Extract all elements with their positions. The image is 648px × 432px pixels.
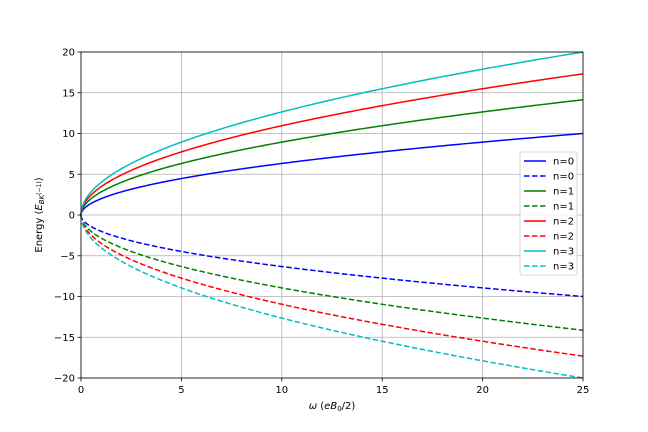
y-tick-label: −10 bbox=[54, 292, 75, 303]
x-axis-title: ω (eB0/2) bbox=[309, 401, 356, 413]
axis-ticks: 0 5 10 15 20 25 −20 −15 −10 −5 0 5 10 15 20 bbox=[54, 48, 589, 397]
x-tick-label: 10 bbox=[275, 385, 288, 396]
series-lines bbox=[80, 51, 584, 379]
legend-label: n=3 bbox=[553, 262, 574, 273]
y-axis-title: Energy (EBK(−1)) bbox=[34, 177, 46, 252]
y-tick-label: 10 bbox=[62, 129, 75, 140]
x-tick-label: 15 bbox=[376, 385, 389, 396]
x-tick-label: 20 bbox=[476, 385, 489, 396]
x-tick-label: 25 bbox=[577, 385, 590, 396]
grid bbox=[80, 51, 584, 379]
x-tick-label: 0 bbox=[78, 385, 84, 396]
series-line-n1-solid bbox=[80, 99, 584, 216]
series-line-n3-dashed bbox=[80, 214, 584, 379]
y-tick-label: −5 bbox=[60, 251, 75, 262]
legend: n=0 n=0 n=1 n=1 n=2 n=2 n=3 n=3 bbox=[519, 151, 578, 276]
series-line-n1-dashed bbox=[80, 214, 584, 331]
legend-box bbox=[519, 151, 578, 276]
legend-label: n=2 bbox=[553, 232, 574, 243]
y-tick-label: −20 bbox=[54, 374, 75, 385]
series-line-n3-solid bbox=[80, 51, 584, 216]
y-tick-label: −15 bbox=[54, 333, 75, 344]
series-line-n0-dashed bbox=[80, 214, 584, 298]
legend-label: n=3 bbox=[553, 247, 574, 258]
y-tick-label: 0 bbox=[69, 211, 75, 222]
series-line-n2-dashed bbox=[80, 214, 584, 357]
y-tick-label: 20 bbox=[62, 48, 75, 59]
series-line-n2-solid bbox=[80, 73, 584, 216]
legend-label: n=1 bbox=[553, 202, 574, 213]
legend-label: n=0 bbox=[553, 157, 574, 168]
legend-label: n=0 bbox=[553, 172, 574, 183]
y-tick-label: 15 bbox=[62, 88, 75, 99]
legend-label: n=1 bbox=[553, 187, 574, 198]
y-tick-label: 5 bbox=[69, 170, 75, 181]
series-line-n0-solid bbox=[80, 132, 584, 216]
x-tick-label: 5 bbox=[178, 385, 184, 396]
legend-label: n=2 bbox=[553, 217, 574, 228]
